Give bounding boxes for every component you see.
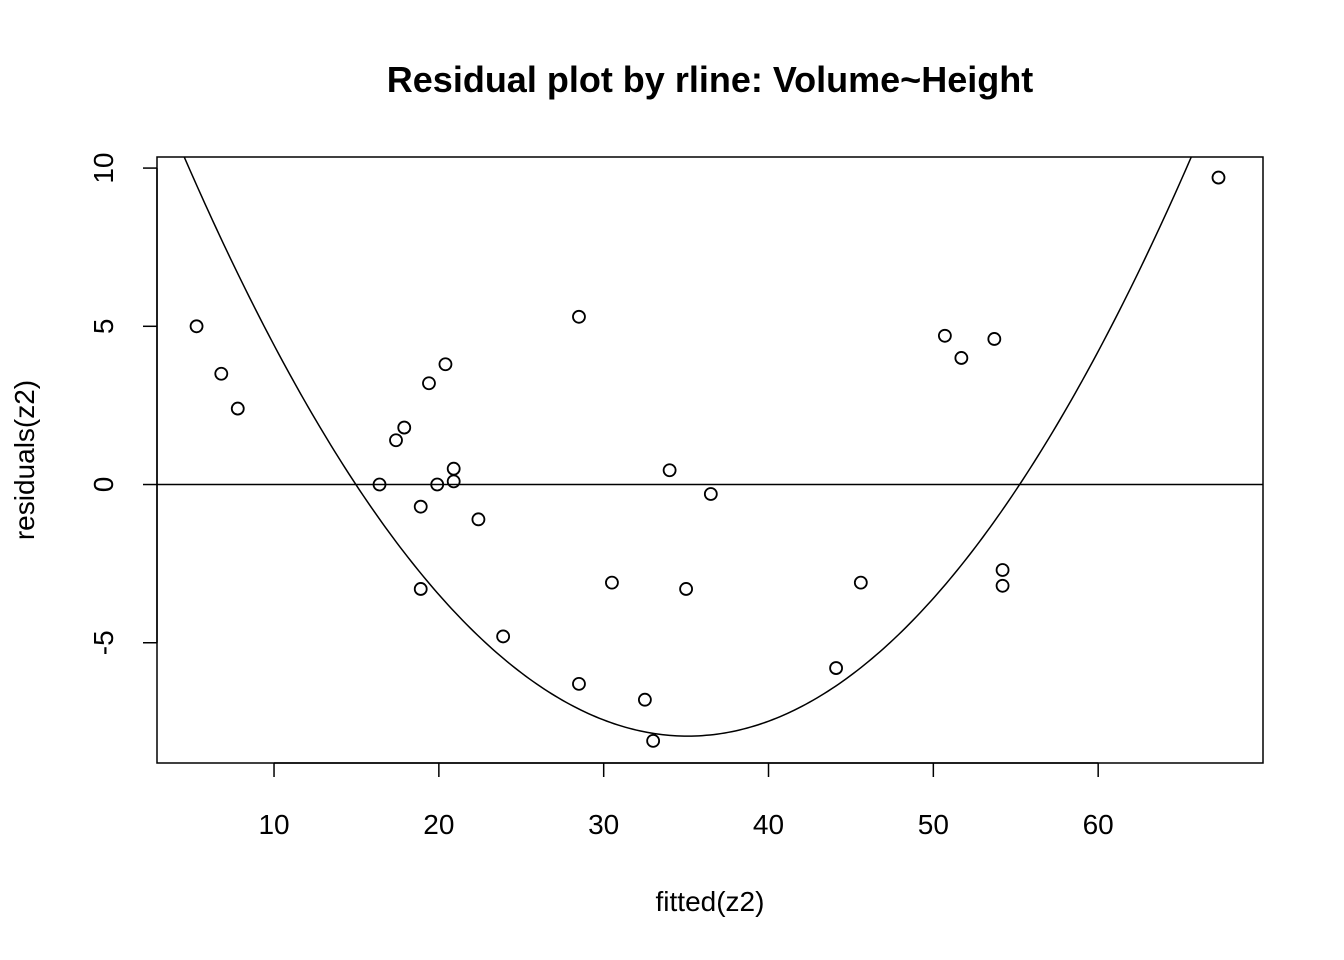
data-point (662, 463, 677, 478)
y-tick-label: -5 (88, 630, 119, 655)
x-tick-label: 60 (1083, 809, 1114, 840)
data-point (954, 351, 969, 365)
data-point (605, 575, 619, 590)
data-point (995, 563, 1010, 577)
data-point (430, 477, 445, 492)
plot-marks: 10 20 30 40 50 60 -5 0 5 10 (88, 152, 1264, 840)
data-point (995, 578, 1010, 593)
y-tick-label: 0 (88, 477, 119, 493)
x-tick-label: 40 (753, 809, 784, 840)
y-tick-label: 10 (88, 152, 119, 183)
y-tick-label: 5 (88, 319, 119, 335)
data-point (572, 309, 586, 324)
data-point (413, 582, 428, 596)
y-axis-label: residuals(z2) (9, 380, 40, 540)
fitted-curve (183, 157, 1193, 737)
data-point (679, 582, 693, 596)
x-tick-label: 30 (588, 809, 619, 840)
data-point (646, 733, 661, 748)
data-point (937, 328, 952, 343)
x-tick-label: 20 (423, 809, 454, 840)
data-point (637, 692, 652, 707)
data-point (214, 366, 229, 381)
data-point (471, 512, 486, 527)
data-point (389, 433, 403, 448)
data-point (189, 319, 204, 334)
x-axis-label: fitted(z2) (656, 886, 765, 917)
data-point (397, 420, 412, 435)
data-point (446, 461, 461, 476)
data-point (422, 376, 436, 391)
data-point (230, 401, 245, 416)
x-tick-label: 10 (258, 809, 289, 840)
data-point (446, 474, 461, 489)
data-point (703, 487, 718, 501)
plot-frame (156, 156, 1264, 764)
chart-title: Residual plot by rline: Volume~Height (387, 59, 1033, 100)
data-point (413, 499, 428, 514)
data-point (1211, 170, 1226, 185)
data-point (438, 357, 453, 372)
data-point (372, 477, 387, 492)
data-point (829, 661, 843, 675)
data-point (853, 575, 868, 590)
data-point (987, 332, 1002, 346)
data-point (496, 629, 511, 644)
data-point (572, 676, 586, 691)
x-tick-label: 50 (918, 809, 949, 840)
